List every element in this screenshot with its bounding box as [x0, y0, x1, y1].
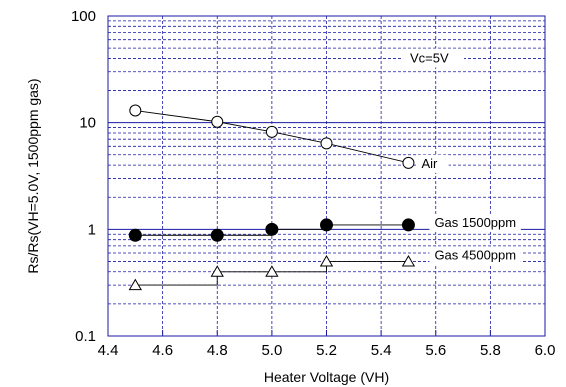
- series-label-background: [429, 213, 521, 232]
- x-tick-label: 5.6: [425, 342, 446, 359]
- y-tick-label: 0.1: [75, 328, 96, 345]
- data-point: [320, 137, 333, 150]
- data-point: [319, 254, 334, 267]
- grid-lines: [108, 16, 545, 336]
- y-tick-label: 10: [79, 115, 96, 132]
- x-tick-label: 4.6: [152, 342, 173, 359]
- data-point: [320, 218, 333, 232]
- series-gas-4500ppm: [128, 254, 416, 291]
- annotation-group: Vc=5V: [402, 48, 464, 68]
- annotation-background: [402, 48, 464, 68]
- data-point: [211, 115, 224, 128]
- data-point: [265, 125, 278, 138]
- data-point: [401, 254, 416, 267]
- y-tick-label: 100: [71, 8, 96, 25]
- data-point: [210, 265, 224, 277]
- x-tick-label: 4.4: [98, 342, 119, 359]
- y-tick-label: 1: [88, 221, 96, 238]
- x-tick-label: 6.0: [535, 342, 556, 359]
- y-axis-ticks: 0.1 1 10 100: [71, 8, 96, 345]
- series-labels: Air Gas 1500ppm Gas 4500ppm: [416, 154, 521, 265]
- series-label: Gas 1500ppm: [434, 215, 516, 230]
- x-tick-label: 4.8: [207, 342, 228, 359]
- data-point: [265, 222, 279, 236]
- x-tick-label: 5.8: [480, 342, 501, 359]
- x-tick-label: 5.4: [371, 342, 392, 359]
- x-axis-label: Heater Voltage (VH): [264, 369, 389, 385]
- series-label: Air: [421, 156, 438, 171]
- data-point: [128, 278, 142, 291]
- data-point: [129, 104, 142, 117]
- series-label-background: [416, 154, 449, 173]
- data-point: [265, 265, 279, 277]
- x-tick-label: 5.2: [316, 342, 337, 359]
- data-point: [210, 228, 224, 242]
- series-air: [129, 104, 415, 169]
- x-axis-ticks: 4.4 4.6 4.8 5.0 5.2 5.4 5.6 5.8 6.0: [98, 330, 556, 359]
- data-point: [128, 228, 142, 242]
- series-gas-1500ppm: [128, 218, 415, 242]
- annotation-text: Vc=5V: [410, 50, 449, 65]
- data-point: [402, 156, 415, 169]
- series-label-background: [429, 246, 521, 265]
- y-axis-label: Rs/Rs(VH=5.0V, 1500ppm gas): [25, 78, 41, 273]
- data-point: [401, 218, 415, 232]
- series-label: Gas 4500ppm: [434, 247, 516, 262]
- x-tick-label: 5.0: [261, 342, 282, 359]
- series-group: [128, 104, 416, 291]
